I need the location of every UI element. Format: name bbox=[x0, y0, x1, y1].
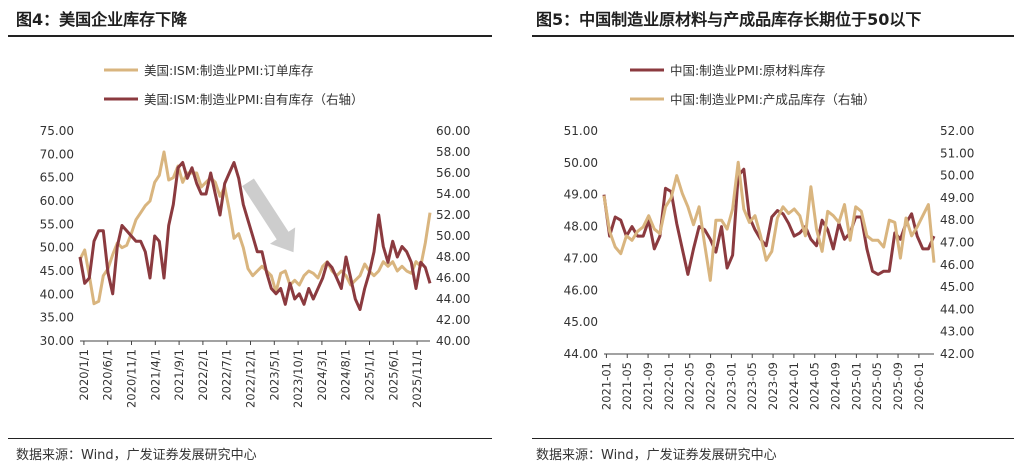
x-tick-label: 2023-05 bbox=[745, 362, 759, 410]
x-tick-label: 2025/11/1 bbox=[410, 349, 424, 408]
right-y-tick-label: 58.00 bbox=[436, 145, 470, 159]
right-y-tick-label: 48.00 bbox=[940, 213, 974, 227]
x-tick-label: 2025-01 bbox=[849, 362, 863, 410]
x-tick-label: 2023/5/1 bbox=[267, 349, 281, 401]
series-line-1 bbox=[78, 150, 432, 306]
left-y-tick-label: 44.00 bbox=[564, 347, 598, 361]
x-tick-label: 2023-09 bbox=[766, 362, 780, 410]
x-tick-label: 2024-09 bbox=[829, 362, 843, 410]
left-y-tick-label: 70.00 bbox=[40, 147, 74, 161]
x-tick-label: 2024-05 bbox=[808, 362, 822, 410]
right-y-tick-label: 44.00 bbox=[940, 302, 974, 316]
right-y-tick-label: 46.00 bbox=[436, 271, 470, 285]
right-title-rule bbox=[532, 35, 1014, 37]
legend-label: 中国:制造业PMI:产成品库存（右轴） bbox=[670, 92, 875, 107]
left-y-tick-label: 35.00 bbox=[40, 311, 74, 325]
left-title-rule bbox=[8, 35, 492, 37]
legend-label: 美国:ISM:制造业PMI:订单库存 bbox=[144, 63, 314, 78]
downward-arrow-annotation bbox=[242, 178, 296, 253]
left-chart-title: 图4：美国企业库存下降 bbox=[16, 10, 188, 29]
x-tick-label: 2021/4/1 bbox=[148, 349, 162, 401]
left-y-tick-label: 48.00 bbox=[564, 220, 598, 234]
series-line-2 bbox=[78, 161, 432, 311]
right-y-tick-label: 54.00 bbox=[436, 187, 470, 201]
left-y-tick-label: 30.00 bbox=[40, 334, 74, 348]
x-tick-label: 2024/3/1 bbox=[315, 349, 329, 401]
x-tick-label: 2025/6/1 bbox=[386, 349, 400, 401]
right-y-tick-label: 48.00 bbox=[436, 250, 470, 264]
right-y-tick-label: 45.00 bbox=[940, 280, 974, 294]
right-y-tick-label: 46.00 bbox=[940, 258, 974, 272]
right-y-tick-label: 60.00 bbox=[436, 124, 470, 138]
x-tick-label: 2022/12/1 bbox=[244, 349, 258, 408]
right-chart-title: 图5：中国制造业原材料与产成品库存长期位于50以下 bbox=[536, 10, 922, 29]
x-tick-label: 2020/11/1 bbox=[125, 349, 139, 408]
left-y-tick-label: 75.00 bbox=[40, 124, 74, 138]
left-y-tick-label: 50.00 bbox=[564, 156, 598, 170]
legend-label: 美国:ISM:制造业PMI:自有库存（右轴） bbox=[144, 92, 364, 107]
x-tick-label: 2024-01 bbox=[787, 362, 801, 410]
right-y-tick-label: 51.00 bbox=[940, 146, 974, 160]
legend-label: 中国:制造业PMI:原材料库存 bbox=[670, 63, 825, 78]
right-y-tick-label: 43.00 bbox=[940, 325, 974, 339]
x-tick-label: 2022-05 bbox=[683, 362, 697, 410]
right-y-tick-label: 52.00 bbox=[436, 208, 470, 222]
x-tick-label: 2021/9/1 bbox=[172, 349, 186, 401]
right-y-tick-label: 40.00 bbox=[436, 334, 470, 348]
left-y-tick-label: 46.00 bbox=[564, 283, 598, 297]
x-tick-label: 2026-01 bbox=[912, 362, 926, 410]
left-y-tick-label: 50.00 bbox=[40, 241, 74, 255]
right-y-tick-label: 50.00 bbox=[940, 169, 974, 183]
left-source-note: 数据来源：Wind，广发证券发展研究中心 bbox=[16, 448, 257, 463]
x-tick-label: 2021-09 bbox=[641, 362, 655, 410]
x-tick-label: 2022/2/1 bbox=[196, 349, 210, 401]
left-y-tick-label: 49.00 bbox=[564, 188, 598, 202]
x-tick-label: 2021-05 bbox=[620, 362, 634, 410]
left-y-tick-label: 55.00 bbox=[40, 217, 74, 231]
left-y-tick-label: 51.00 bbox=[564, 124, 598, 138]
x-tick-label: 2022-01 bbox=[662, 362, 676, 410]
left-chart: 美国:ISM:制造业PMI:订单库存美国:ISM:制造业PMI:自有库存（右轴）… bbox=[40, 63, 471, 408]
right-source-rule bbox=[532, 438, 1014, 439]
right-y-tick-label: 44.00 bbox=[436, 292, 470, 306]
series-line-1 bbox=[602, 167, 936, 276]
x-tick-label: 2020/6/1 bbox=[101, 349, 115, 401]
x-tick-label: 2023/10/1 bbox=[291, 349, 305, 408]
x-tick-label: 2025-05 bbox=[870, 362, 884, 410]
right-y-tick-label: 49.00 bbox=[940, 191, 974, 205]
x-tick-label: 2024/8/1 bbox=[339, 349, 353, 401]
right-y-tick-label: 42.00 bbox=[940, 347, 974, 361]
right-y-tick-label: 56.00 bbox=[436, 166, 470, 180]
left-chart-panel: 图4：美国企业库存下降 美国:ISM:制造业PMI:订单库存 美国:ISM:制造业… bbox=[0, 0, 500, 470]
right-y-tick-label: 50.00 bbox=[436, 229, 470, 243]
left-y-tick-label: 47.00 bbox=[564, 251, 598, 265]
right-y-tick-label: 52.00 bbox=[940, 124, 974, 138]
x-tick-label: 2025-09 bbox=[891, 362, 905, 410]
x-tick-label: 2025/1/1 bbox=[363, 349, 377, 401]
left-y-tick-label: 40.00 bbox=[40, 287, 74, 301]
x-tick-label: 2022-09 bbox=[704, 362, 718, 410]
right-source-note: 数据来源：Wind，广发证券发展研究中心 bbox=[536, 448, 777, 463]
right-y-tick-label: 42.00 bbox=[436, 313, 470, 327]
x-tick-label: 2020/1/1 bbox=[77, 349, 91, 401]
left-y-tick-label: 45.00 bbox=[564, 315, 598, 329]
right-y-tick-label: 47.00 bbox=[940, 236, 974, 250]
x-tick-label: 2023-01 bbox=[724, 362, 738, 410]
left-source-rule bbox=[8, 438, 492, 439]
left-y-tick-label: 45.00 bbox=[40, 264, 74, 278]
series-line-2 bbox=[602, 160, 936, 282]
right-chart-panel: 图5：中国制造业原材料与产成品库存长期位于50以下 中国:制造业PMI:原材料库… bbox=[532, 0, 1024, 470]
x-tick-label: 2021-01 bbox=[599, 362, 613, 410]
x-tick-label: 2022/7/1 bbox=[220, 349, 234, 401]
left-y-tick-label: 60.00 bbox=[40, 194, 74, 208]
left-y-tick-label: 65.00 bbox=[40, 171, 74, 185]
